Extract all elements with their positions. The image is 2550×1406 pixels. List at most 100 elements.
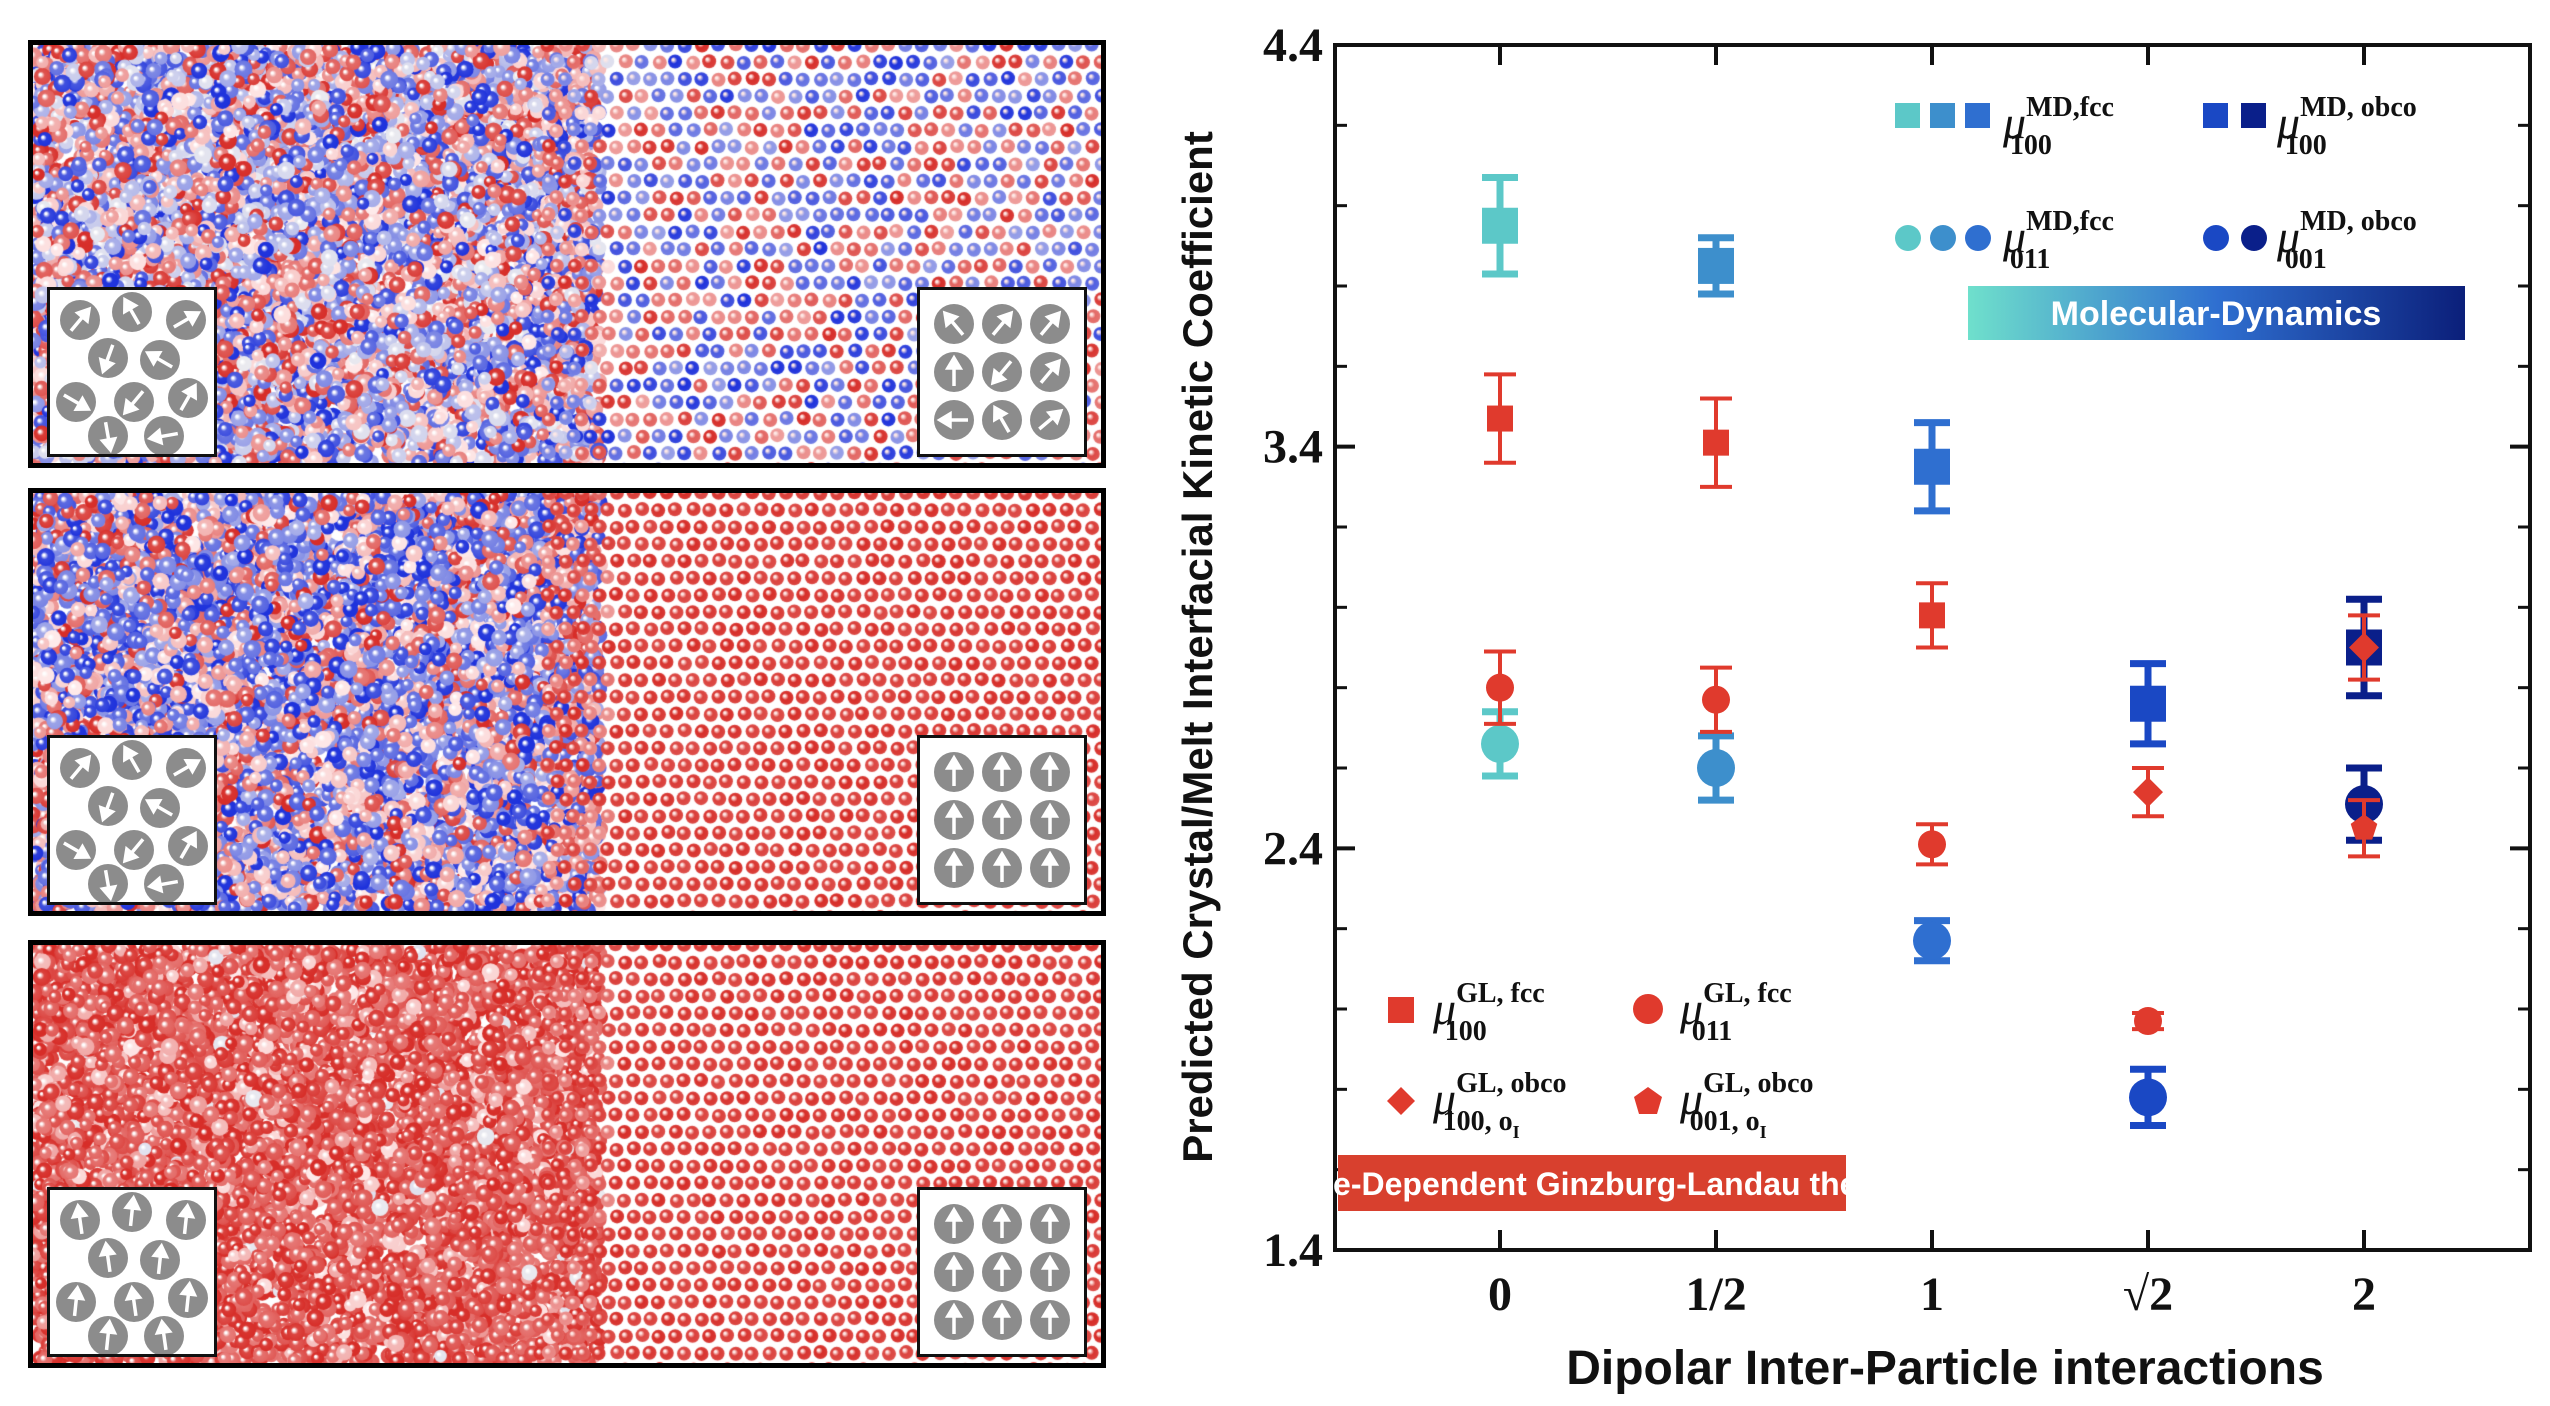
point-mu_100_MD_fcc (1482, 174, 1518, 278)
marker-square (1703, 429, 1729, 456)
dipole-arrow-icon (144, 864, 184, 902)
dipole-arrow-icon (934, 848, 974, 888)
dipole-arrow-icon (140, 1240, 180, 1280)
y-tick-label: 4.4 (1263, 19, 1323, 72)
dipole-arrow-icon (982, 352, 1022, 392)
dipole-arrow-icon (168, 826, 208, 866)
dipole-arrow-icon (112, 292, 152, 332)
legend-gl-fcc100-marker (1388, 997, 1414, 1023)
y-axis-label: Predicted Crystal/Melt Interfacial Kinet… (1174, 131, 1221, 1163)
dipole-arrow-icon (168, 378, 208, 418)
point-mu_100_GL_obco (2132, 766, 2164, 819)
y-tick-label: 3.4 (1263, 421, 1323, 474)
dipole-arrow-icon (56, 830, 96, 870)
dipole-arrow-icon (1030, 400, 1070, 440)
marker-circle (2134, 1007, 2162, 1036)
marker-circle (2129, 1078, 2167, 1117)
legend-md-fcc100-label: μMD,fcc 100 (2002, 92, 2114, 161)
marker-diamond (2349, 632, 2379, 663)
marker-diamond (2133, 777, 2163, 808)
x-tick-label: √2 (2123, 1268, 2173, 1321)
badge-ginzburg-landau: Time-Dependent Ginzburg-Landau theory (1277, 1155, 1907, 1211)
legend-gl-fcc011-marker (1633, 994, 1663, 1024)
marker-pentagon (2350, 814, 2378, 840)
dipole-arrow-icon (1030, 1300, 1070, 1340)
point-mu_011_GL_fcc (1916, 822, 1948, 867)
snapshot-panel-middle (28, 488, 1106, 916)
dipole-arrow-icon (56, 1282, 96, 1322)
dipole-arrow-icon (982, 400, 1022, 440)
dipole-arrow-icon (1030, 848, 1070, 888)
dipole-arrow-icon (934, 752, 974, 792)
dipole-arrow-icon (88, 786, 128, 826)
inset-dipole-random (47, 1187, 217, 1357)
snapshot-panel-bottom (28, 940, 1106, 1368)
legend-gl-fcc011-label: μGL, fcc 011 (1679, 978, 1792, 1047)
marker-square (1914, 448, 1950, 485)
dipole-arrow-icon (934, 352, 974, 392)
legend-md-fcc011-marker-2 (1930, 225, 1956, 251)
dipole-arrow-icon (88, 864, 128, 902)
point-mu_011_MD_fcc (1913, 917, 1951, 965)
dipole-arrow-icon (1030, 800, 1070, 840)
dipole-arrow-icon (1030, 1204, 1070, 1244)
point-mu_100_GL_fcc (1700, 396, 1732, 489)
point-mu_100_MD_obco (2130, 660, 2166, 748)
badge-md-background (1968, 286, 2465, 340)
kinetic-coefficient-chart: 1.4 2.4 3.4 4.4 0 1/2 1 √2 2 Predicted Crystal/M… (1174, 19, 2532, 1395)
x-tick-label: 0 (1488, 1268, 1512, 1321)
point-mu_100_MD_fcc (1914, 419, 1950, 515)
point-mu_100_GL_fcc (1916, 581, 1948, 650)
legend-md-fcc100-marker-3 (1965, 103, 1990, 128)
dipole-arrow-icon (114, 382, 154, 422)
dipole-arrow-icon (1030, 352, 1070, 392)
marker-square (1482, 207, 1518, 244)
dipole-arrow-icon (114, 830, 154, 870)
dipole-arrow-icon (1030, 1252, 1070, 1292)
dipole-arrow-icon (140, 788, 180, 828)
snapshot-panel-top (28, 40, 1106, 468)
inset-dipole-lattice (917, 1187, 1087, 1357)
dipole-arrow-icon (982, 1252, 1022, 1292)
legend-md-fcc011-marker-1 (1895, 225, 1921, 251)
x-axis-label: Dipolar Inter-Particle interactions (1566, 1342, 2324, 1395)
dipole-arrow-icon (114, 1282, 154, 1322)
dipole-arrow-icon (934, 1204, 974, 1244)
legend-md-fcc011-label: μMD,fcc 011 (2002, 206, 2114, 275)
dipole-arrow-icon (88, 1316, 128, 1354)
dipole-arrow-icon (982, 1204, 1022, 1244)
dipole-arrow-icon (934, 304, 974, 344)
dipole-arrow-icon (140, 340, 180, 380)
data-marks (1481, 174, 2383, 1129)
legend-md-obco100-marker-1 (2203, 103, 2228, 128)
dipole-arrow-icon (168, 1278, 208, 1318)
legend-md-obco001-marker-2 (2241, 225, 2267, 251)
inset-dipole-random (47, 287, 217, 457)
y-tick-label: 1.4 (1263, 1224, 1323, 1277)
legend-md: μMD,fcc 100 μMD, obco 100 μMD,fcc 011 μMD, … (1895, 92, 2417, 275)
marker-circle (1913, 921, 1951, 960)
marker-square (1919, 602, 1945, 629)
dipole-arrow-icon (982, 304, 1022, 344)
dipole-arrow-icon (60, 748, 100, 788)
legend-md-obco001-label: μMD, obco 001 (2276, 206, 2417, 275)
marker-circle (1481, 724, 1519, 763)
point-mu_001_GL_obco (2348, 798, 2380, 859)
legend-md-fcc100-marker-1 (1895, 103, 1920, 128)
point-mu_100_GL_obco (2348, 613, 2380, 682)
badge-gl-background (1338, 1155, 1846, 1211)
dipole-arrow-icon (982, 752, 1022, 792)
legend-md-obco100-marker-2 (2241, 103, 2266, 128)
marker-square (2130, 685, 2166, 722)
dipole-arrow-icon (88, 416, 128, 454)
dipole-arrow-icon (60, 300, 100, 340)
dipole-arrow-icon (60, 1200, 100, 1240)
dipole-arrow-icon (934, 1300, 974, 1340)
dipole-arrow-icon (1030, 752, 1070, 792)
inset-dipole-lattice (917, 287, 1087, 457)
x-tick-label: 2 (2352, 1268, 2376, 1321)
dipole-arrow-icon (88, 1238, 128, 1278)
dipole-arrow-icon (982, 1300, 1022, 1340)
dipole-arrow-icon (166, 300, 206, 340)
dipole-arrow-icon (144, 1316, 184, 1354)
